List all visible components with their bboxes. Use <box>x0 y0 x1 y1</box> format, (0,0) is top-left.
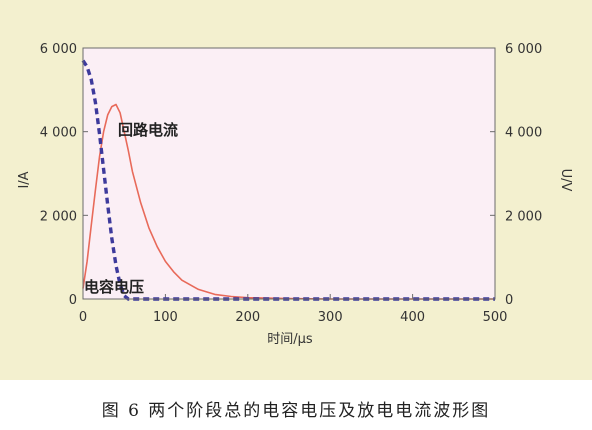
ticks-layer: 0 100 200 300 400 500 0 2 000 4 000 6 000 0 2 000 4 … <box>40 42 542 325</box>
plot-frame <box>82 47 496 300</box>
x-tick-label: 400 <box>400 310 425 325</box>
y-tick-label-right: 4 000 <box>505 126 542 141</box>
y-tick-label-left: 6 000 <box>40 42 77 57</box>
y-tick-label-right: 0 <box>505 293 513 308</box>
frame-layer <box>82 47 496 300</box>
series-label-current: 回路电流 <box>118 121 178 139</box>
y-tick-label-right: 2 000 <box>505 209 542 224</box>
x-tick-label: 500 <box>483 310 508 325</box>
y-axis-label-left: I/A <box>17 171 32 188</box>
y-axis-label-right: U/V <box>558 169 573 192</box>
series-line-1 <box>81 59 495 301</box>
x-tick-label: 300 <box>318 310 343 325</box>
x-tick-label: 0 <box>79 310 87 325</box>
x-tick-label: 100 <box>153 310 178 325</box>
series-layer <box>81 59 495 301</box>
y-tick-label-right: 6 000 <box>505 42 542 57</box>
y-tick-label-left: 4 000 <box>40 126 77 141</box>
x-tick-label: 200 <box>235 310 260 325</box>
y-tick-label-left: 2 000 <box>40 209 77 224</box>
chart: 0 100 200 300 400 500 0 2 000 4 000 6 000 0 2 000 4 … <box>0 0 592 380</box>
x-axis-label: 时间/μs <box>267 332 313 347</box>
plot-area <box>83 48 495 299</box>
figure-caption: 图 6 两个阶段总的电容电压及放电电流波形图 <box>101 401 491 421</box>
series-label-voltage: 电容电压 <box>84 278 144 296</box>
y-tick-label-left: 0 <box>69 293 77 308</box>
